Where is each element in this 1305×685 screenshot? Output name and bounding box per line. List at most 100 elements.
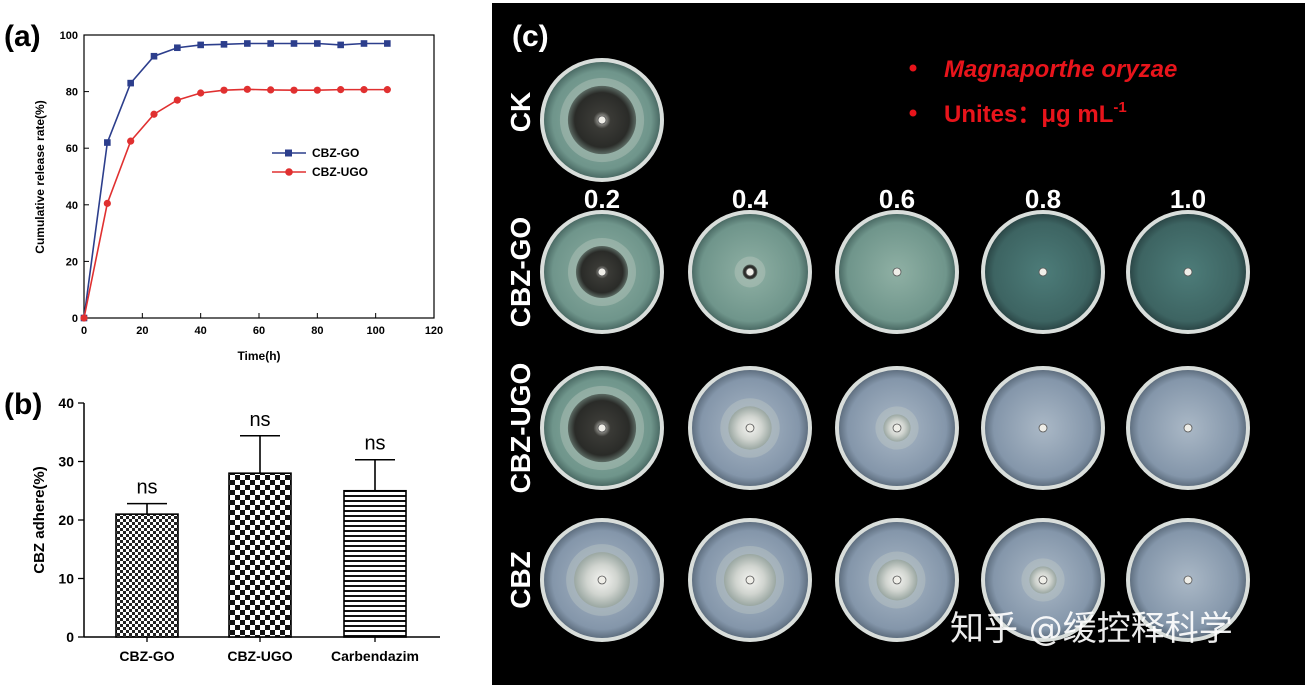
- bullet-units: [909, 109, 917, 117]
- data-point: [337, 86, 345, 94]
- inoculum-plug: [1038, 423, 1048, 433]
- data-point: [80, 314, 88, 322]
- inoculum-plug: [1038, 267, 1048, 277]
- x-tick-label: Carbendazim: [331, 648, 419, 664]
- petri-dishes: [540, 58, 1250, 642]
- series-line-cbz-go: [83, 42, 388, 319]
- panel-a-x-axis-title: Time(h): [237, 349, 280, 363]
- x-tick-label: 80: [311, 325, 323, 337]
- data-point: [313, 86, 321, 94]
- panel-a-label: (a): [4, 20, 41, 53]
- x-tick-label: 0: [81, 325, 87, 337]
- row-label-cbz-ugo: CBZ-UGO: [505, 363, 536, 494]
- bar-cbz-go: [115, 513, 179, 638]
- legend-marker-cbz-ugo: [285, 168, 293, 176]
- panel-b-y-axis-title: CBZ adhere(%): [31, 466, 48, 574]
- x-tick-label: CBZ-UGO: [227, 648, 292, 664]
- units-text: Unites：μg mL: [944, 101, 1113, 128]
- data-point: [220, 86, 228, 94]
- dish-cbz-go-3: [835, 210, 959, 334]
- units-superscript: -1: [1113, 99, 1126, 116]
- bullet-organism: [909, 64, 917, 72]
- inoculum-plug: [597, 115, 607, 125]
- data-point: [127, 137, 135, 145]
- dish-cbz-1: [540, 518, 664, 642]
- dish-cbz-go-1: [540, 210, 664, 334]
- panel-c-legend-note: Magnaporthe oryzae Unites：μg mL-1: [909, 56, 1177, 128]
- y-tick-label: 0: [72, 313, 78, 325]
- inoculum-plug: [892, 267, 902, 277]
- concentration-label-5: 1.0: [1170, 184, 1206, 214]
- data-point: [267, 40, 274, 47]
- data-point: [243, 85, 251, 93]
- bar-carbendazim: [343, 489, 407, 638]
- data-point: [384, 40, 391, 47]
- data-point: [220, 41, 228, 48]
- data-point: [150, 52, 158, 60]
- x-tick-label: 120: [425, 325, 443, 337]
- row-label-cbz: CBZ: [505, 551, 536, 609]
- concentration-label-4: 0.8: [1025, 184, 1061, 214]
- panel-a-legend: CBZ-GO CBZ-UGO: [272, 146, 368, 179]
- dish-cbz-3: [835, 518, 959, 642]
- y-tick-label: 20: [66, 256, 78, 268]
- data-point: [290, 86, 298, 94]
- dish-cbz-go-4: [981, 210, 1105, 334]
- y-tick-label: 80: [66, 87, 78, 99]
- x-tick-label: 20: [136, 325, 148, 337]
- watermark: 知乎 @缓控释科学: [950, 609, 1233, 649]
- inoculum-plug: [597, 423, 607, 433]
- dish-cbz-go-5: [1126, 210, 1250, 334]
- x-tick-label: 60: [253, 325, 265, 337]
- dish-cbz-ugo-2: [688, 366, 812, 490]
- data-point: [150, 110, 158, 118]
- inoculum-plug: [597, 575, 607, 585]
- panel-a-y-axis-title: Cumulative release rate(%): [33, 100, 47, 253]
- data-point: [267, 86, 275, 94]
- y-tick-label: 0: [66, 629, 74, 645]
- data-point: [314, 40, 321, 47]
- panel-b-ticks: 0 10 20 30 40: [58, 395, 84, 645]
- x-tick-label: CBZ-GO: [119, 648, 174, 664]
- inoculum-plug: [1183, 423, 1193, 433]
- y-tick-label: 20: [58, 512, 74, 528]
- concentration-label-3: 0.6: [879, 184, 915, 214]
- panel-b-label: (b): [4, 388, 42, 421]
- data-point: [173, 96, 181, 104]
- data-point: [127, 79, 134, 87]
- legend-label-cbz-ugo: CBZ-UGO: [312, 165, 368, 179]
- organism-name: Magnaporthe oryzae: [944, 56, 1177, 83]
- y-tick-label: 10: [58, 571, 74, 587]
- dish-cbz-go-2: [688, 210, 812, 334]
- y-tick-label: 30: [58, 454, 74, 470]
- data-point: [174, 44, 181, 52]
- y-tick-label: 100: [60, 30, 78, 42]
- data-point: [383, 86, 391, 94]
- concentration-label-2: 0.4: [732, 184, 769, 214]
- series-line-cbz-ugo: [83, 88, 388, 319]
- dish-cbz-2: [688, 518, 812, 642]
- inoculum-plug: [1183, 267, 1193, 277]
- inoculum-plug: [597, 267, 607, 277]
- units-note: Unites：μg mL-1: [944, 99, 1127, 128]
- data-point: [103, 199, 111, 207]
- data-point: [290, 40, 298, 47]
- dish-cbz-ugo-4: [981, 366, 1105, 490]
- dish-cbz-ugo-5: [1126, 366, 1250, 490]
- data-point: [360, 40, 368, 47]
- inoculum-plug: [745, 575, 755, 585]
- inoculum-plug: [745, 267, 755, 277]
- row-label-ck: CK: [505, 92, 536, 132]
- concentration-label-1: 0.2: [584, 184, 620, 214]
- data-point: [337, 41, 344, 49]
- panel-c-dish-photo: (c) Magnaporthe oryzae Unites：μg mL-1 CK…: [492, 3, 1305, 685]
- inoculum-plug: [745, 423, 755, 433]
- dish-cbz-5: [1126, 518, 1250, 642]
- y-tick-label: 60: [66, 143, 78, 155]
- data-point: [197, 41, 204, 49]
- x-tick-label: 100: [366, 325, 384, 337]
- data-point: [104, 139, 111, 146]
- data-point: [360, 86, 368, 94]
- data-point: [197, 89, 205, 97]
